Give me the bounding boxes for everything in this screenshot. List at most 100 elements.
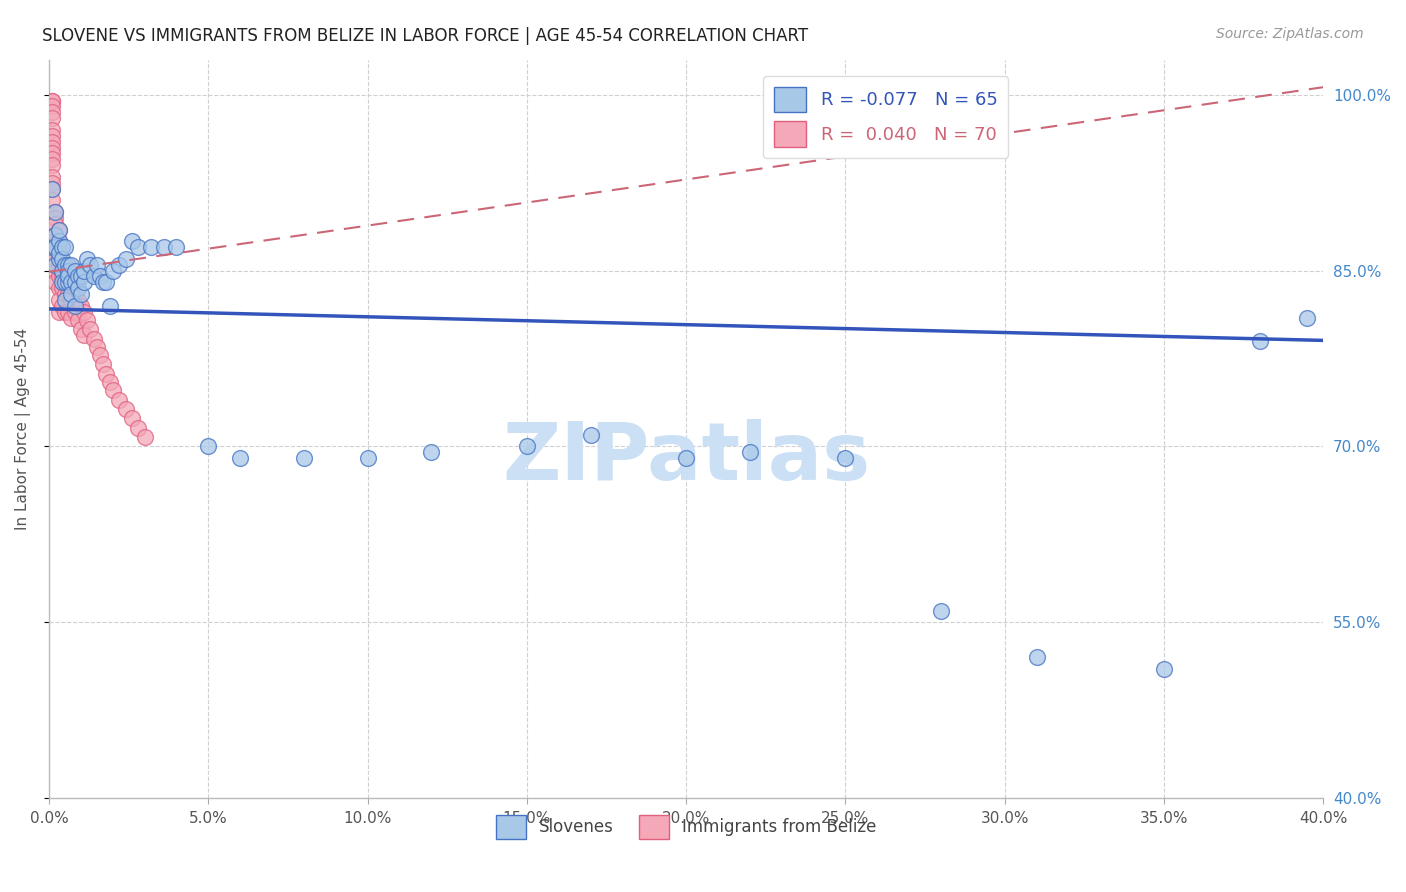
Point [41, 135, 63, 149]
Point [44, 263, 66, 277]
Point [152, 240, 174, 254]
Point [56, 304, 79, 318]
Point [48, 252, 70, 266]
Point [48, 235, 70, 249]
Point [41, 94, 63, 108]
Point [166, 240, 188, 254]
Point [73, 263, 96, 277]
Point [44, 205, 66, 219]
Point [929, 604, 952, 618]
Point [134, 430, 156, 444]
Point [56, 269, 79, 284]
Point [41, 112, 63, 126]
Point [44, 246, 66, 260]
Point [63, 299, 86, 313]
Text: ZIPatlas: ZIPatlas [502, 419, 870, 498]
Point [66, 313, 89, 327]
Point [579, 427, 602, 442]
Point [56, 276, 79, 290]
Point [1025, 650, 1047, 665]
Point [51, 263, 73, 277]
Point [197, 440, 219, 454]
Point [83, 332, 105, 346]
Point [139, 240, 162, 254]
Point [60, 276, 83, 290]
Point [51, 299, 73, 313]
Point [66, 281, 89, 295]
Point [44, 228, 66, 243]
Point [41, 194, 63, 208]
Point [53, 276, 76, 290]
Point [91, 358, 114, 372]
Point [41, 140, 63, 154]
Point [44, 205, 66, 219]
Point [41, 99, 63, 113]
Point [51, 240, 73, 254]
Point [86, 340, 108, 354]
Point [51, 276, 73, 290]
Point [41, 123, 63, 137]
Point [41, 158, 63, 172]
Point [1249, 334, 1271, 348]
Point [63, 287, 86, 301]
Point [41, 176, 63, 190]
Point [48, 222, 70, 236]
Point [60, 293, 83, 307]
Point [51, 269, 73, 284]
Point [48, 235, 70, 249]
Point [44, 276, 66, 290]
Point [41, 128, 63, 143]
Point [738, 445, 761, 459]
Point [63, 304, 86, 318]
Point [70, 269, 93, 284]
Point [41, 240, 63, 254]
Point [44, 211, 66, 225]
Point [76, 252, 98, 266]
Point [73, 328, 96, 343]
Point [229, 451, 252, 466]
Point [41, 169, 63, 184]
Point [516, 440, 538, 454]
Point [56, 263, 79, 277]
Y-axis label: In Labor Force | Age 45-54: In Labor Force | Age 45-54 [15, 327, 31, 530]
Point [51, 252, 73, 266]
Point [834, 451, 856, 466]
Point [44, 217, 66, 231]
Point [48, 222, 70, 236]
Point [101, 263, 124, 277]
Point [48, 304, 70, 318]
Point [44, 228, 66, 243]
Point [73, 276, 96, 290]
Point [63, 263, 86, 277]
Point [41, 153, 63, 167]
Point [127, 240, 149, 254]
Point [121, 235, 143, 249]
Point [51, 258, 73, 272]
Point [83, 269, 105, 284]
Point [48, 258, 70, 272]
Point [41, 94, 63, 108]
Point [420, 445, 443, 459]
Point [70, 287, 93, 301]
Point [114, 252, 136, 266]
Point [53, 258, 76, 272]
Point [108, 392, 131, 407]
Text: SLOVENE VS IMMIGRANTS FROM BELIZE IN LABOR FORCE | AGE 45-54 CORRELATION CHART: SLOVENE VS IMMIGRANTS FROM BELIZE IN LAB… [42, 27, 808, 45]
Legend: Slovenes, Immigrants from Belize: Slovenes, Immigrants from Belize [489, 808, 883, 846]
Point [66, 269, 89, 284]
Point [48, 293, 70, 307]
Point [53, 240, 76, 254]
Point [96, 367, 118, 381]
Point [41, 181, 63, 195]
Point [48, 269, 70, 284]
Point [63, 276, 86, 290]
Point [56, 287, 79, 301]
Point [98, 299, 121, 313]
Point [70, 299, 93, 313]
Point [675, 451, 697, 466]
Text: Source: ZipAtlas.com: Source: ZipAtlas.com [1216, 27, 1364, 41]
Point [108, 258, 131, 272]
Point [41, 105, 63, 120]
Point [60, 287, 83, 301]
Point [48, 246, 70, 260]
